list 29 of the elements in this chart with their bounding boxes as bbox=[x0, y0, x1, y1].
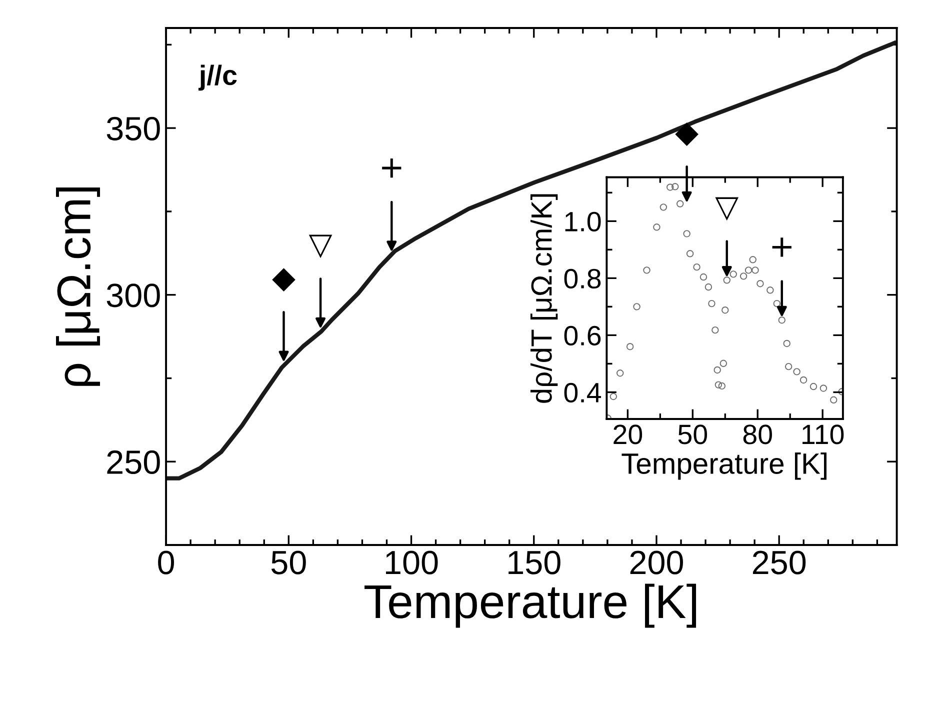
x-tick-label: 250 bbox=[752, 550, 806, 574]
x-tick-label: 20 bbox=[614, 424, 642, 444]
annotation: + bbox=[772, 238, 792, 257]
x-axis-title: Temperature [K] bbox=[622, 452, 826, 480]
x-tick-label: 150 bbox=[508, 550, 560, 574]
x-tick-label: 50 bbox=[678, 424, 708, 444]
y-axis-title: ρ [μΩ.cm] bbox=[56, 187, 100, 386]
annotation: j//c bbox=[198, 64, 237, 91]
annotation: ▽ bbox=[308, 234, 332, 258]
x-tick-label: 80 bbox=[743, 424, 772, 444]
y-tick-label: 0.6 bbox=[564, 326, 601, 346]
y-tick-label: 250 bbox=[107, 450, 160, 474]
y-axis-title: dρ/dT [μΩ.cm/K] bbox=[530, 194, 558, 403]
annotation: ◆ bbox=[675, 122, 698, 146]
x-tick-label: 50 bbox=[271, 550, 306, 574]
y-tick-label: 350 bbox=[106, 116, 160, 140]
y-tick-label: 0.4 bbox=[564, 382, 602, 403]
x-tick-label: 110 bbox=[802, 424, 844, 444]
y-tick-label: 1.0 bbox=[565, 212, 601, 232]
x-tick-label: 0 bbox=[158, 550, 174, 574]
line-series bbox=[166, 40, 896, 480]
y-tick-label: 300 bbox=[106, 284, 160, 308]
x-axis-title: Temperature [K] bbox=[364, 584, 696, 628]
x-tick-label: 200 bbox=[630, 550, 683, 574]
annotation: + bbox=[382, 158, 402, 178]
annotation: ▽ bbox=[715, 197, 739, 221]
x-tick-label: 100 bbox=[386, 550, 438, 574]
y-tick-label: 0.8 bbox=[564, 268, 601, 289]
annotation: ◆ bbox=[272, 268, 296, 292]
